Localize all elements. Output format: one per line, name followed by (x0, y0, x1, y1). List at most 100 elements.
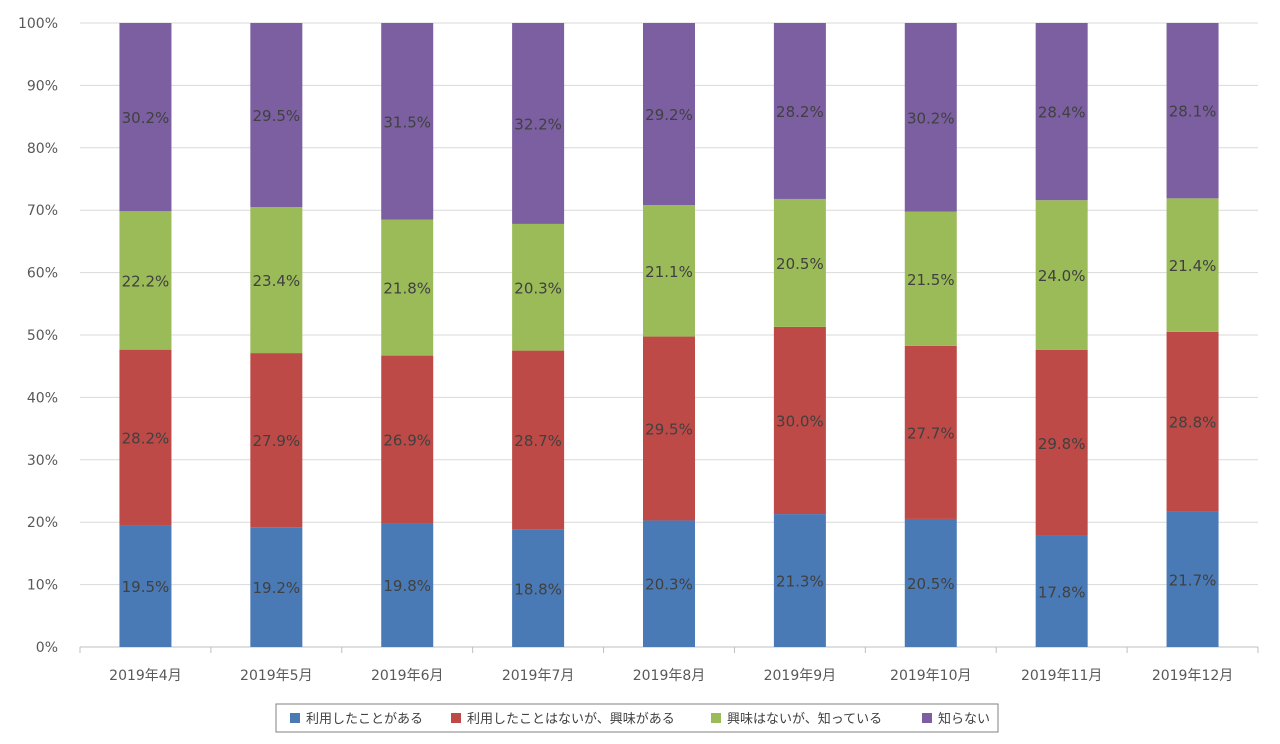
bar-segment (904, 518, 957, 647)
data-label: 28.4% (1038, 104, 1086, 122)
bar-segment (773, 326, 826, 515)
data-label: 29.5% (645, 421, 693, 439)
bar-segment (381, 355, 434, 524)
data-label: 21.1% (645, 263, 693, 281)
bar-segment (250, 353, 303, 528)
data-label: 21.5% (907, 271, 955, 289)
bar-segment (904, 211, 957, 346)
data-label: 23.4% (253, 272, 301, 290)
data-label: 21.4% (1169, 257, 1217, 275)
data-label: 28.2% (122, 430, 170, 448)
y-tick-label: 80% (27, 141, 58, 157)
y-tick-label: 30% (27, 453, 58, 469)
data-label: 28.1% (1169, 103, 1217, 121)
x-tick-label: 2019年5月 (240, 668, 313, 684)
bar-segment (512, 529, 565, 647)
data-label: 28.2% (776, 103, 824, 121)
x-tick-label: 2019年12月 (1152, 668, 1233, 684)
bar-segment (381, 23, 434, 220)
data-label: 32.2% (514, 115, 562, 133)
y-tick-label: 40% (27, 390, 58, 406)
x-tick-label: 2019年11月 (1021, 668, 1102, 684)
y-tick-label: 10% (27, 578, 58, 594)
data-label: 29.8% (1038, 435, 1086, 453)
data-label: 20.3% (645, 576, 693, 594)
data-label: 27.7% (907, 424, 955, 442)
data-label: 20.3% (514, 279, 562, 297)
data-label: 21.3% (776, 573, 824, 591)
bar-segment (1166, 198, 1219, 332)
bar-segment (1035, 535, 1088, 647)
data-label: 28.7% (514, 432, 562, 450)
data-label: 19.8% (383, 577, 431, 595)
x-tick-label: 2019年9月 (764, 668, 837, 684)
data-label: 20.5% (776, 255, 824, 273)
legend-swatch (922, 713, 932, 723)
bar-segment (119, 349, 172, 526)
bar-segment (381, 523, 434, 647)
y-tick-label: 0% (36, 640, 58, 656)
bar-segment (1166, 23, 1219, 199)
bar-segment (1035, 349, 1088, 536)
x-tick-label: 2019年4月 (109, 668, 182, 684)
data-label: 17.8% (1038, 583, 1086, 601)
y-tick-label: 90% (27, 78, 58, 94)
legend-swatch (290, 713, 300, 723)
x-tick-label: 2019年6月 (371, 668, 444, 684)
legend-label: 興味はないが、知っている (727, 711, 882, 727)
data-label: 22.2% (122, 272, 170, 290)
legend-label: 利用したことがある (306, 712, 423, 727)
y-tick-label: 70% (27, 203, 58, 219)
bar-segment (773, 198, 826, 327)
y-tick-label: 50% (27, 328, 58, 344)
bar-segment (119, 525, 172, 647)
bar-segment (1166, 331, 1219, 512)
bar-segment (643, 205, 695, 337)
data-label: 19.5% (122, 578, 170, 596)
legend-box (275, 703, 999, 733)
data-label: 30.0% (776, 412, 824, 430)
legend-swatch (451, 713, 461, 723)
data-label: 19.2% (253, 579, 301, 597)
bar-segment (381, 219, 434, 356)
data-label: 30.2% (122, 109, 170, 127)
bar-segment (773, 23, 826, 199)
data-label: 18.8% (514, 580, 562, 598)
legend-swatch (711, 713, 721, 723)
bar-segment (643, 23, 695, 206)
data-label: 29.5% (253, 107, 301, 125)
legend-label: 知らない (938, 711, 990, 727)
x-tick-label: 2019年8月 (633, 668, 706, 684)
bar-segment (512, 223, 565, 351)
bar-segment (250, 207, 303, 354)
data-label: 27.9% (253, 432, 301, 450)
data-label: 24.0% (1038, 267, 1086, 285)
bar-segment (512, 23, 565, 224)
bar-segment (1035, 23, 1088, 201)
data-label: 29.2% (645, 106, 693, 124)
y-tick-label: 100% (18, 16, 58, 32)
data-label: 20.5% (907, 575, 955, 593)
bar-segment (1166, 511, 1219, 647)
y-tick-label: 60% (27, 266, 58, 282)
y-tick-label: 20% (27, 515, 58, 531)
x-tick-label: 2019年7月 (502, 668, 575, 684)
data-label: 28.8% (1169, 414, 1217, 432)
bar-segment (643, 520, 695, 647)
bar-segment (1035, 200, 1088, 350)
bar-segment (643, 336, 695, 521)
x-tick-label: 2019年10月 (890, 668, 971, 684)
data-label: 26.9% (383, 432, 431, 450)
bar-segment (119, 211, 172, 350)
bar-segment (250, 527, 303, 647)
bar-segment (119, 23, 172, 212)
bar-segment (512, 350, 565, 530)
data-label: 31.5% (383, 113, 431, 131)
data-label: 21.8% (383, 280, 431, 298)
bar-segment (773, 514, 826, 647)
bar-segment (904, 23, 957, 212)
data-label: 21.7% (1169, 571, 1217, 589)
data-label: 30.2% (907, 109, 955, 127)
